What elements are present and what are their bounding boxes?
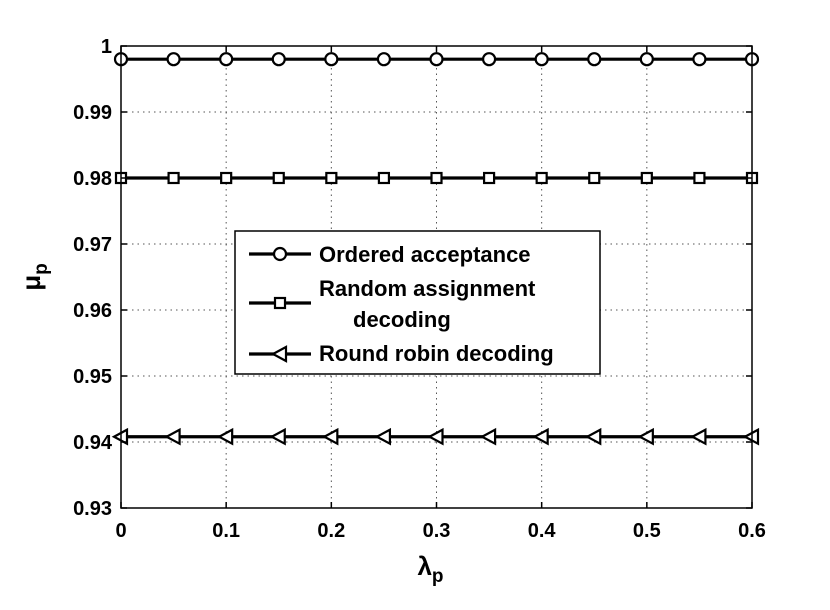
y-tick-label: 0.99 <box>73 102 112 124</box>
data-point <box>324 52 339 67</box>
x-tick-label: 0.3 <box>423 520 451 542</box>
x-tick-label: 0.1 <box>212 520 240 542</box>
data-point <box>639 52 654 67</box>
y-tick-label: 0.95 <box>73 366 112 388</box>
x-tick-label: 0.6 <box>738 520 766 542</box>
y-tick-label: 0.96 <box>73 300 112 322</box>
y-axis-label: μp <box>16 263 52 291</box>
data-point <box>532 427 549 446</box>
data-point <box>479 427 497 446</box>
data-point <box>637 427 654 446</box>
data-point <box>584 427 602 446</box>
legend-marker <box>272 246 288 262</box>
y-axis-subscript: p <box>31 263 52 275</box>
series-2 <box>114 171 759 185</box>
data-point <box>427 427 444 446</box>
legend-entry-1: Ordered acceptance <box>249 242 531 267</box>
x-tick-label: 0 <box>115 520 126 542</box>
data-point <box>374 427 392 446</box>
x-tick-label: 0.5 <box>633 520 661 542</box>
x-tick-label: 0.2 <box>317 520 345 542</box>
x-axis-symbol: λ <box>417 551 432 581</box>
data-point <box>216 427 234 446</box>
data-point <box>535 171 548 185</box>
legend-entry-3: Round robin decoding <box>249 341 554 366</box>
legend-label: Random assignment <box>319 276 536 301</box>
data-point <box>481 52 497 67</box>
data-point <box>376 52 392 67</box>
x-axis-label: λp <box>417 551 443 587</box>
legend-label: Round robin decoding <box>319 341 554 366</box>
y-tick-label: 0.97 <box>73 234 112 256</box>
data-point <box>271 52 286 67</box>
legend-entry-2: Random assignment decoding <box>249 276 536 332</box>
data-point <box>377 171 391 185</box>
legend-entries: Ordered acceptance Random assignment decod… <box>249 242 554 366</box>
data-point <box>219 52 234 67</box>
legend-marker <box>273 296 287 310</box>
legend-label: Ordered acceptance <box>319 242 531 267</box>
data-point <box>690 427 707 446</box>
y-tick-label: 0.98 <box>73 168 112 190</box>
axis-ticks <box>120 45 753 509</box>
legend-label: decoding <box>353 307 451 332</box>
y-tick-label: 1 <box>101 36 112 58</box>
legend-marker <box>270 345 288 363</box>
data-point <box>587 52 602 67</box>
data-point <box>640 171 653 185</box>
data-point <box>430 171 443 185</box>
tick-labels: 0 0.1 0.2 0.3 0.4 0.5 0.6 0.93 0.94 0.95 0.96 0.97 0… <box>73 36 766 542</box>
y-tick-label: 0.94 <box>73 432 113 454</box>
x-tick-label: 0.4 <box>528 520 557 542</box>
data-point <box>220 171 233 185</box>
data-point <box>325 171 338 185</box>
data-point <box>322 427 339 446</box>
data-point <box>166 52 181 67</box>
series-1 <box>113 52 760 67</box>
y-axis-symbol: μ <box>16 275 46 291</box>
y-tick-label: 0.93 <box>73 498 112 520</box>
data-point <box>482 171 496 185</box>
data-point <box>164 427 181 446</box>
data-point <box>588 171 601 185</box>
data-point <box>167 171 180 185</box>
data-point <box>534 52 549 67</box>
data-point <box>269 427 286 446</box>
data-point <box>692 52 707 67</box>
data-point <box>429 52 444 67</box>
data-point <box>272 171 285 185</box>
x-axis-subscript: p <box>432 566 444 587</box>
legend: Ordered acceptance Random assignment decod… <box>234 230 601 375</box>
data-point <box>693 171 706 185</box>
